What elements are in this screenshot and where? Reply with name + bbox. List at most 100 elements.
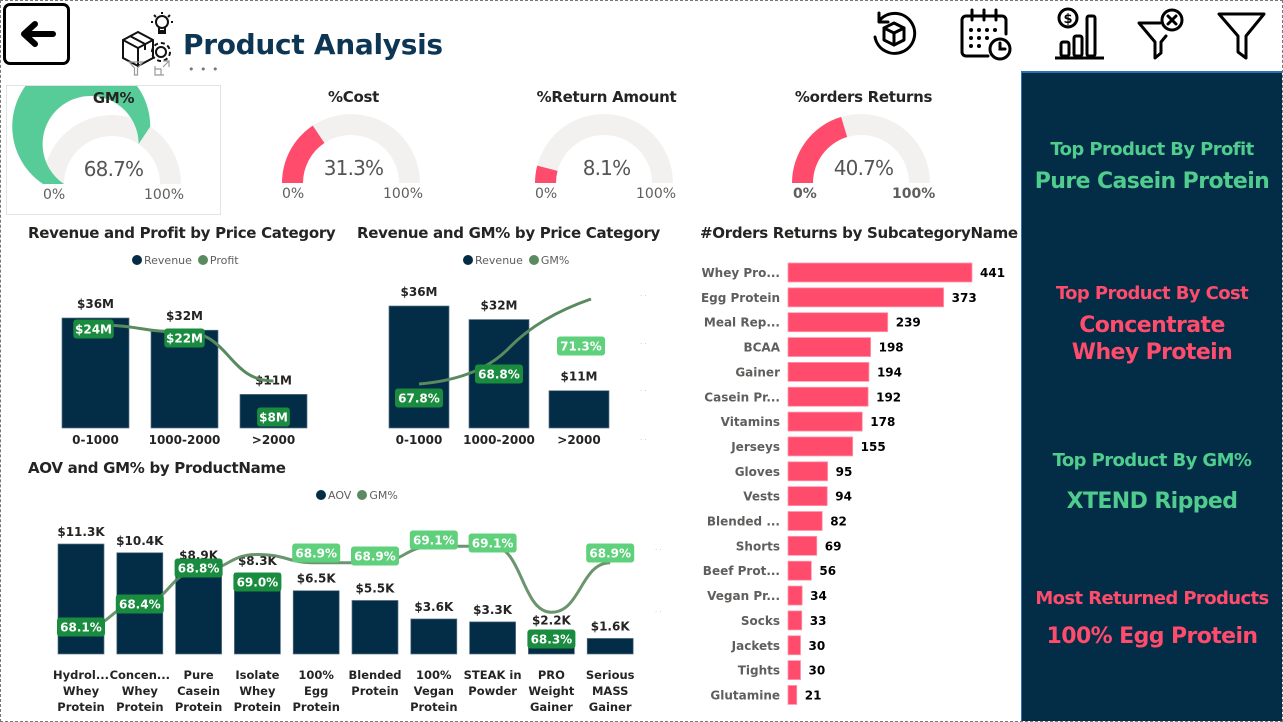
svg-text:$: $ [1063, 12, 1072, 27]
bar-label-returns: 95 [836, 465, 853, 479]
bar-label-returns: 56 [819, 564, 836, 578]
x-tick-label: Protein [351, 684, 398, 698]
bar-label-aov: $11.3K [57, 525, 105, 539]
data-label-gm: 68.9% [354, 550, 396, 564]
x-tick-label: Whey [122, 684, 159, 698]
gauge-value: 68.7% [83, 157, 144, 181]
most-returned-card: Most Returned Products 100% Egg Protein [1022, 588, 1282, 650]
chart-title-aov-gm: AOV and GM% by ProductName [28, 459, 286, 477]
bar-returns [787, 635, 801, 656]
bar-returns [787, 287, 945, 308]
bar-label-aov: $2.2K [532, 614, 572, 628]
legend-aov-gm: AOV GM% [316, 489, 398, 502]
back-button[interactable] [3, 3, 70, 65]
y-tick-label: Glutamine [710, 688, 780, 702]
top-product-cost-value: Concentrate Whey Protein [1071, 313, 1233, 365]
chart-revenue-gm: $36M 0-1000 $32M 1000-2000 $11M >2000 67.8% 68.… [388, 285, 647, 447]
bar-label-aov: $3.6K [414, 600, 454, 614]
chart-title-revenue-profit: Revenue and Profit by Price Category [28, 224, 336, 242]
dollar-chart-icon[interactable]: $ [1052, 6, 1108, 62]
bar-label-revenue: $32M [166, 309, 203, 323]
bar-returns [787, 610, 803, 631]
bar-aov [469, 621, 516, 655]
x-tick-label: Protein [175, 700, 222, 714]
gauge-title: %orders Returns [794, 88, 933, 106]
legend-item-revenue[interactable]: Revenue [463, 254, 523, 267]
axis-dots: . . [655, 544, 662, 552]
bar-label-returns: 94 [835, 490, 852, 504]
gauge-fill [12, 86, 151, 184]
data-label-gm: 68.4% [119, 598, 161, 612]
filter-icon[interactable] [127, 60, 145, 80]
x-tick-label: Gainer [530, 700, 573, 714]
gauge-arc [12, 86, 181, 184]
y-tick-label: Gainer [735, 365, 780, 379]
y-tick-label: Jackets [731, 639, 780, 653]
legend-revenue-profit: Revenue Profit [132, 254, 239, 267]
axis-dots: . . [640, 385, 647, 393]
bar-label-aov: $3.3K [473, 603, 513, 617]
bar-label-aov: $8.3K [238, 554, 278, 568]
bar-returns [787, 535, 818, 556]
legend-label: Revenue [144, 254, 192, 267]
focus-mode-icon[interactable] [154, 60, 170, 80]
x-tick-label: Protein [234, 700, 281, 714]
bar-returns [787, 337, 872, 357]
data-label-gm-bg [174, 558, 223, 578]
x-tick-label: Weight [528, 684, 574, 698]
gauge-orders-returns[interactable]: %orders Returns 40.7% 0% 100% [756, 85, 971, 215]
legend-item-aov[interactable]: AOV [316, 489, 351, 502]
bar-returns [787, 461, 829, 482]
top-products-panel: Top Product By Profit Pure Casein Protei… [1021, 71, 1282, 721]
legend-item-gm[interactable]: GM% [528, 254, 569, 267]
x-tick-label: Protein [410, 700, 457, 714]
calendar-clock-icon[interactable] [958, 6, 1014, 62]
gauge-fill [535, 165, 558, 183]
x-tick-label: Whey [239, 684, 276, 698]
reset-product-icon[interactable] [866, 6, 922, 62]
data-label-gm-bg [395, 388, 443, 408]
legend-dot-revenue [463, 255, 473, 265]
x-tick-label: 100% [416, 668, 452, 682]
x-tick-label: Whey [63, 684, 100, 698]
bar-label-returns: 34 [810, 589, 827, 603]
x-tick-label: Concen... [110, 668, 170, 682]
data-label-gm: 71.3% [560, 340, 602, 354]
bar-returns [787, 262, 973, 283]
gauge-arc [535, 114, 673, 183]
legend-dot-gm [528, 255, 539, 265]
more-options-icon[interactable]: • • • [188, 63, 220, 76]
page-title: Product Analysis [183, 28, 443, 61]
gauge-gm[interactable]: GM% 68.7% 0% 100% [6, 85, 221, 215]
bar-label-revenue: $36M [77, 297, 114, 311]
legend-item-gm[interactable]: GM% [357, 489, 398, 502]
gauge-value: 40.7% [833, 156, 894, 180]
clear-filter-icon[interactable] [1133, 6, 1189, 62]
legend-label: GM% [369, 489, 398, 502]
bar-returns [787, 685, 798, 705]
y-tick-label: Meal Rep... [704, 316, 780, 330]
y-tick-label: Beef Prot... [703, 564, 780, 578]
filter-icon[interactable] [1214, 6, 1270, 62]
data-label-gm-bg [409, 530, 458, 550]
y-tick-label: BCAA [743, 341, 780, 355]
x-tick-label: 1000-2000 [149, 433, 221, 447]
axis-dots: . . [655, 606, 662, 614]
most-returned-value: 100% Egg Protein [1046, 624, 1259, 649]
axis-dots: . . [640, 434, 647, 442]
gauge-return-amount[interactable]: %Return Amount 8.1% 0% 100% [499, 85, 714, 215]
x-tick-label: Gainer [589, 700, 632, 714]
gauge-track [43, 115, 181, 184]
legend-item-profit[interactable]: Profit [197, 254, 239, 267]
gauge-min: 0% [793, 186, 817, 202]
x-tick-label: 0-1000 [72, 433, 119, 447]
gauge-cost[interactable]: %Cost 31.3% 0% 100% [246, 85, 461, 215]
top-product-cost-card: Top Product By Cost Concentrate Whey Pro… [1022, 283, 1282, 366]
bar-label-revenue: $32M [481, 299, 518, 313]
top-product-gm-card: Top Product By GM% XTEND Ripped [1022, 450, 1282, 515]
bar-returns [787, 585, 803, 606]
bar-label-returns: 194 [877, 365, 902, 379]
arrow-left-icon [20, 21, 56, 47]
gauge-min: 0% [43, 187, 66, 203]
legend-item-revenue[interactable]: Revenue [132, 254, 192, 267]
